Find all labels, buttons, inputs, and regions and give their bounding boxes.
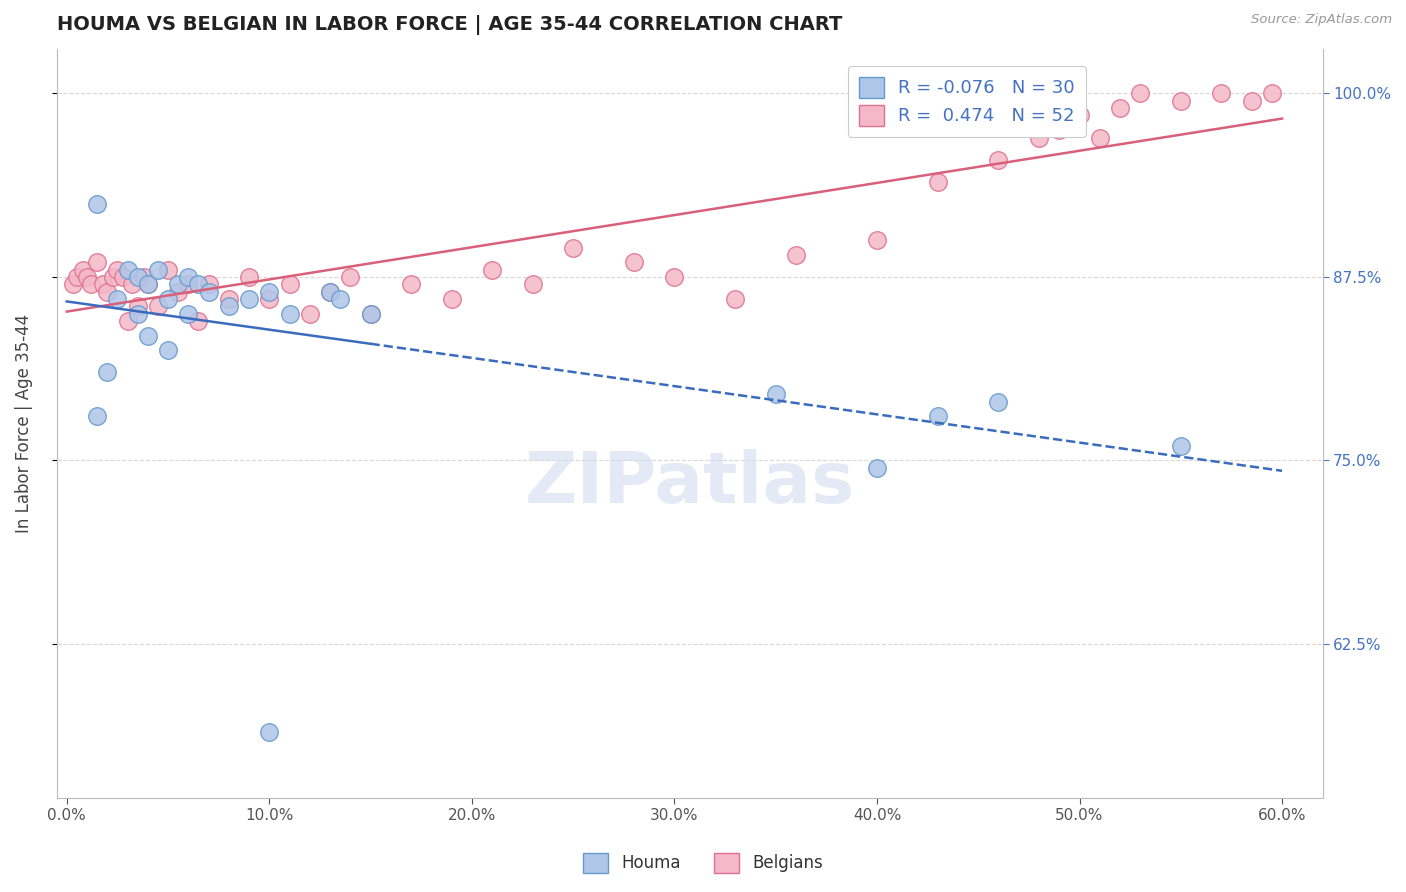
- Point: [927, 409, 949, 424]
- Point: [522, 277, 544, 292]
- Point: [177, 307, 200, 321]
- Point: [765, 387, 787, 401]
- Point: [1170, 94, 1192, 108]
- Point: [136, 328, 159, 343]
- Point: [121, 277, 143, 292]
- Point: [562, 241, 585, 255]
- Point: [105, 262, 128, 277]
- Point: [987, 394, 1010, 409]
- Point: [1047, 123, 1070, 137]
- Point: [132, 269, 155, 284]
- Point: [278, 307, 301, 321]
- Point: [319, 285, 342, 299]
- Point: [105, 292, 128, 306]
- Point: [127, 269, 149, 284]
- Point: [86, 255, 108, 269]
- Point: [66, 269, 89, 284]
- Legend: R = -0.076   N = 30, R =  0.474   N = 52: R = -0.076 N = 30, R = 0.474 N = 52: [848, 66, 1085, 136]
- Point: [167, 277, 190, 292]
- Point: [167, 285, 190, 299]
- Point: [724, 292, 747, 306]
- Point: [76, 269, 98, 284]
- Point: [987, 153, 1010, 167]
- Point: [127, 307, 149, 321]
- Point: [1170, 439, 1192, 453]
- Point: [127, 299, 149, 313]
- Point: [866, 460, 889, 475]
- Point: [156, 343, 179, 358]
- Point: [1240, 94, 1263, 108]
- Legend: Houma, Belgians: Houma, Belgians: [576, 847, 830, 880]
- Point: [117, 314, 139, 328]
- Y-axis label: In Labor Force | Age 35-44: In Labor Force | Age 35-44: [15, 314, 32, 533]
- Point: [238, 292, 260, 306]
- Point: [339, 269, 361, 284]
- Point: [623, 255, 645, 269]
- Point: [112, 269, 135, 284]
- Point: [298, 307, 321, 321]
- Point: [440, 292, 463, 306]
- Point: [156, 292, 179, 306]
- Point: [177, 269, 200, 284]
- Point: [197, 277, 219, 292]
- Point: [156, 262, 179, 277]
- Point: [80, 277, 103, 292]
- Point: [238, 269, 260, 284]
- Point: [1261, 87, 1284, 101]
- Point: [146, 299, 169, 313]
- Point: [96, 285, 118, 299]
- Point: [177, 277, 200, 292]
- Point: [259, 725, 281, 739]
- Point: [197, 285, 219, 299]
- Point: [1129, 87, 1152, 101]
- Point: [136, 277, 159, 292]
- Point: [96, 365, 118, 379]
- Point: [927, 175, 949, 189]
- Point: [1069, 108, 1091, 122]
- Point: [72, 262, 94, 277]
- Text: ZIPatlas: ZIPatlas: [524, 450, 855, 518]
- Point: [1211, 87, 1233, 101]
- Point: [1088, 130, 1111, 145]
- Point: [866, 233, 889, 247]
- Point: [360, 307, 382, 321]
- Point: [1028, 130, 1050, 145]
- Point: [785, 248, 807, 262]
- Point: [278, 277, 301, 292]
- Point: [259, 285, 281, 299]
- Point: [664, 269, 686, 284]
- Point: [187, 277, 209, 292]
- Text: Source: ZipAtlas.com: Source: ZipAtlas.com: [1251, 13, 1392, 27]
- Point: [1109, 101, 1132, 115]
- Point: [91, 277, 114, 292]
- Point: [360, 307, 382, 321]
- Point: [319, 285, 342, 299]
- Point: [481, 262, 503, 277]
- Point: [399, 277, 422, 292]
- Point: [218, 292, 240, 306]
- Point: [86, 196, 108, 211]
- Point: [218, 299, 240, 313]
- Point: [136, 277, 159, 292]
- Point: [103, 269, 125, 284]
- Point: [329, 292, 352, 306]
- Point: [259, 292, 281, 306]
- Point: [86, 409, 108, 424]
- Text: HOUMA VS BELGIAN IN LABOR FORCE | AGE 35-44 CORRELATION CHART: HOUMA VS BELGIAN IN LABOR FORCE | AGE 35…: [56, 15, 842, 35]
- Point: [117, 262, 139, 277]
- Point: [146, 262, 169, 277]
- Point: [187, 314, 209, 328]
- Point: [62, 277, 84, 292]
